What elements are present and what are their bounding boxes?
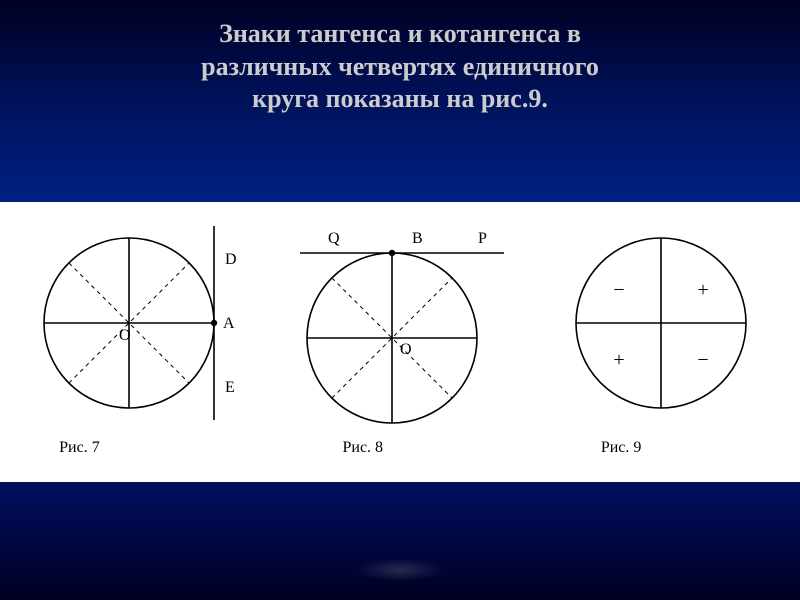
svg-text:P: P [478, 230, 487, 247]
svg-text:D: D [225, 251, 237, 268]
svg-text:−: − [613, 279, 624, 301]
figure-7-svg: O A D E [19, 208, 254, 433]
figure-9: + − + − Рис. 9 [541, 208, 781, 457]
title-line-3: круга показаны на рис.9. [252, 84, 548, 113]
figure-9-caption: Рис. 9 [601, 439, 642, 457]
svg-text:+: + [697, 279, 708, 301]
figure-8-caption: Рис. 8 [342, 439, 383, 457]
slide-title: Знаки тангенса и котангенса в различных … [0, 0, 800, 128]
figure-8-svg: O B Q P [272, 208, 522, 433]
figure-8: O B Q P Рис. 8 [272, 208, 522, 457]
svg-text:Q: Q [328, 230, 340, 247]
svg-text:A: A [223, 315, 235, 332]
title-line-2: различных четвертях единичного [201, 52, 599, 81]
svg-text:+: + [613, 349, 624, 371]
svg-text:O: O [400, 341, 412, 358]
diagram-panel: O A D E Рис. 7 O B Q P Рис. 8 + − + − Рис. 9 [0, 202, 800, 482]
figure-7: O A D E Рис. 7 [19, 208, 254, 457]
footer-glow [355, 558, 445, 582]
svg-text:E: E [225, 379, 235, 396]
svg-text:B: B [412, 230, 423, 247]
svg-text:O: O [119, 327, 131, 344]
title-line-1: Знаки тангенса и котангенса в [219, 19, 581, 48]
svg-text:−: − [697, 349, 708, 371]
figure-7-caption: Рис. 7 [59, 439, 100, 457]
figure-9-svg: + − + − [541, 208, 781, 433]
